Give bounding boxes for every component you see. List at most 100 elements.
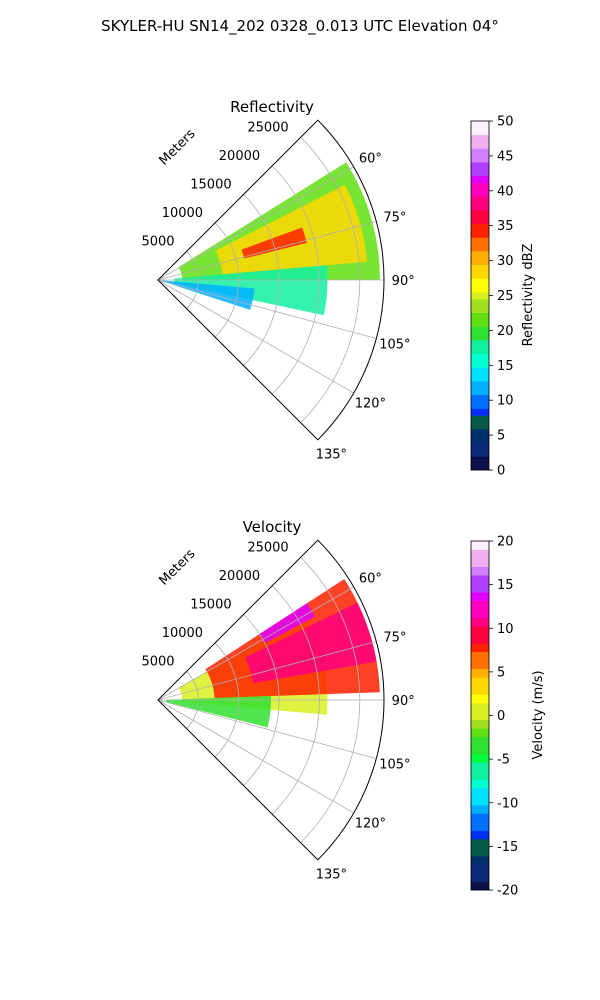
velocity-colorbar-tick-label-5: 5 [497,665,505,680]
reflectivity-colorbar-segment-10 [471,394,489,402]
reflectivity-colorbar-tick-label-1: 5 [497,429,505,444]
reflectivity-colorbar-segment-36 [471,216,489,225]
reflectivity-colorbar-segment-47 [471,141,489,149]
velocity-colorbar-tick-label-0: -20 [497,884,518,899]
reflectivity-colorbar-segment-4 [471,435,489,444]
velocity-azimuth-spoke-1 [157,641,377,701]
figure-suptitle: SKYLER-HU SN14_202 0328_0.013 UTC Elevat… [101,17,499,36]
reflectivity-colorbar-segment-34 [471,230,489,238]
velocity-azimuth-tick-label-4: 120° [355,817,386,832]
reflectivity-azimuth-tick-label-5: 135° [316,447,347,462]
velocity-azimuth-tick-label-0: 60° [359,571,382,586]
reflectivity-colorbar-segment-2 [471,449,489,457]
velocity-colorbar-segment-36 [471,575,489,584]
reflectivity-colorbar-segment-40 [471,189,489,197]
reflectivity-colorbar-segment-50 [471,121,489,129]
reflectivity-colorbar-segment-39 [471,196,489,204]
velocity-range-axis-label: Meters [157,546,199,588]
reflectivity-colorbar-segment-45 [471,155,489,163]
reflectivity-colorbar-segment-14 [471,367,489,375]
reflectivity-colorbar-segment-15 [471,360,489,368]
velocity-colorbar-segment-1 [471,872,489,882]
velocity-colorbar-segment-37 [471,566,489,576]
velocity-azimuth-ticks: 60° 75° 90° 105° 120° 135° [316,571,415,882]
reflectivity-colorbar-segment-30 [471,257,489,266]
velocity-colorbar-segment-7 [471,821,489,831]
velocity-colorbar-segment-20 [471,711,489,721]
velocity-colorbar-segment-5 [471,838,489,848]
velocity-echo-region-2 [245,602,377,684]
velocity-colorbar-tick-label-4: 0 [497,709,505,724]
reflectivity-range-tick-label-3: 20000 [219,149,260,164]
reflectivity-colorbar-segment-49 [471,127,489,136]
velocity-panel: Velocity 5000 10000 15000 20000 25000 Meters… [141,518,546,899]
velocity-colorbar-segment-40 [471,541,489,550]
reflectivity-range-tick-label-0: 5000 [141,234,174,249]
reflectivity-colorbar-segment-25 [471,292,489,300]
reflectivity-colorbar-tick-label-9: 45 [497,149,514,164]
reflectivity-colorbar-segment-26 [471,285,489,293]
reflectivity-colorbar-segment-19 [471,333,489,341]
velocity-colorbar-segment-24 [471,677,489,687]
reflectivity-colorbar-tick-label-5: 25 [497,289,514,304]
reflectivity-echo-region-2 [241,227,307,259]
reflectivity-azimuth-tick-label-0: 60° [359,151,382,166]
reflectivity-azimuth-tick-label-1: 75° [383,211,406,226]
reflectivity-azimuth-spoke-1 [157,221,377,281]
velocity-colorbar-segment-4 [471,847,489,857]
reflectivity-colorbar-segment-37 [471,209,489,218]
velocity-colorbar-segment-17 [471,736,489,746]
velocity-colorbar-tick-label-1: -15 [497,840,518,855]
reflectivity-azimuth-tick-label-4: 120° [355,397,386,412]
reflectivity-colorbar-segment-22 [471,312,489,320]
velocity-colorbar-segment-10 [471,796,489,806]
velocity-colorbar-segment-32 [471,609,489,619]
velocity-range-ticks: 5000 10000 15000 20000 25000 [141,540,288,669]
velocity-colorbar-tick-label-6: 10 [497,622,514,637]
reflectivity-sector-outline [157,119,385,441]
velocity-azimuth-spoke-4 [157,699,354,814]
reflectivity-range-tick-label-2: 15000 [190,177,231,192]
velocity-colorbar-segment-27 [471,651,489,661]
velocity-azimuth-tick-label-1: 75° [383,631,406,646]
reflectivity-colorbar-segment-21 [471,319,489,327]
velocity-colorbar-segment-12 [471,779,489,789]
velocity-colorbar-segment-33 [471,600,489,610]
reflectivity-colorbar-segment-1 [471,456,489,464]
velocity-colorbar-segment-31 [471,617,489,627]
velocity-colorbar-segment-13 [471,770,489,780]
reflectivity-range-axis-label: Meters [157,126,199,168]
velocity-echo-region-4 [165,696,271,728]
velocity-range-tick-label-0: 5000 [141,654,174,669]
reflectivity-colorbar-segment-5 [471,428,489,437]
velocity-range-tick-label-3: 20000 [219,569,260,584]
velocity-colorbar-segment-14 [471,762,489,772]
reflectivity-colorbar-segment-27 [471,278,489,286]
reflectivity-range-tick-label-4: 25000 [247,120,288,135]
velocity-colorbar-tick-label-8: 20 [497,535,514,550]
reflectivity-colorbar-tick-label-6: 30 [497,254,514,269]
reflectivity-colorbar-segment-11 [471,387,489,396]
velocity-colorbar-segment-39 [471,549,489,559]
velocity-azimuth-spoke-0 [157,586,354,701]
velocity-colorbar: -20 -15 -10 -5 0 5 10 15 20 [470,535,518,899]
reflectivity-colorbar-segment-31 [471,251,489,259]
velocity-colorbar-segment-0 [471,881,489,891]
velocity-azimuth-tick-label-2: 90° [392,694,415,709]
reflectivity-colorbar-segment-41 [471,182,489,190]
reflectivity-colorbar-segment-38 [471,203,489,211]
reflectivity-colorbar-segment-20 [471,326,489,334]
velocity-colorbar-segment-15 [471,753,489,763]
reflectivity-azimuth-tick-label-3: 105° [379,337,410,352]
reflectivity-colorbar-segment-33 [471,237,489,245]
velocity-colorbar-segment-22 [471,694,489,704]
reflectivity-colorbar-segment-8 [471,408,489,416]
velocity-title: Velocity [243,518,302,536]
velocity-colorbar-tick-label-7: 15 [497,578,514,593]
velocity-colorbar-segment-8 [471,813,489,823]
reflectivity-colorbar-tick-label-7: 35 [497,219,514,234]
velocity-colorbar-segment-6 [471,830,489,840]
reflectivity-azimuth-spoke-4 [157,279,354,394]
velocity-colorbar-segment-26 [471,660,489,670]
